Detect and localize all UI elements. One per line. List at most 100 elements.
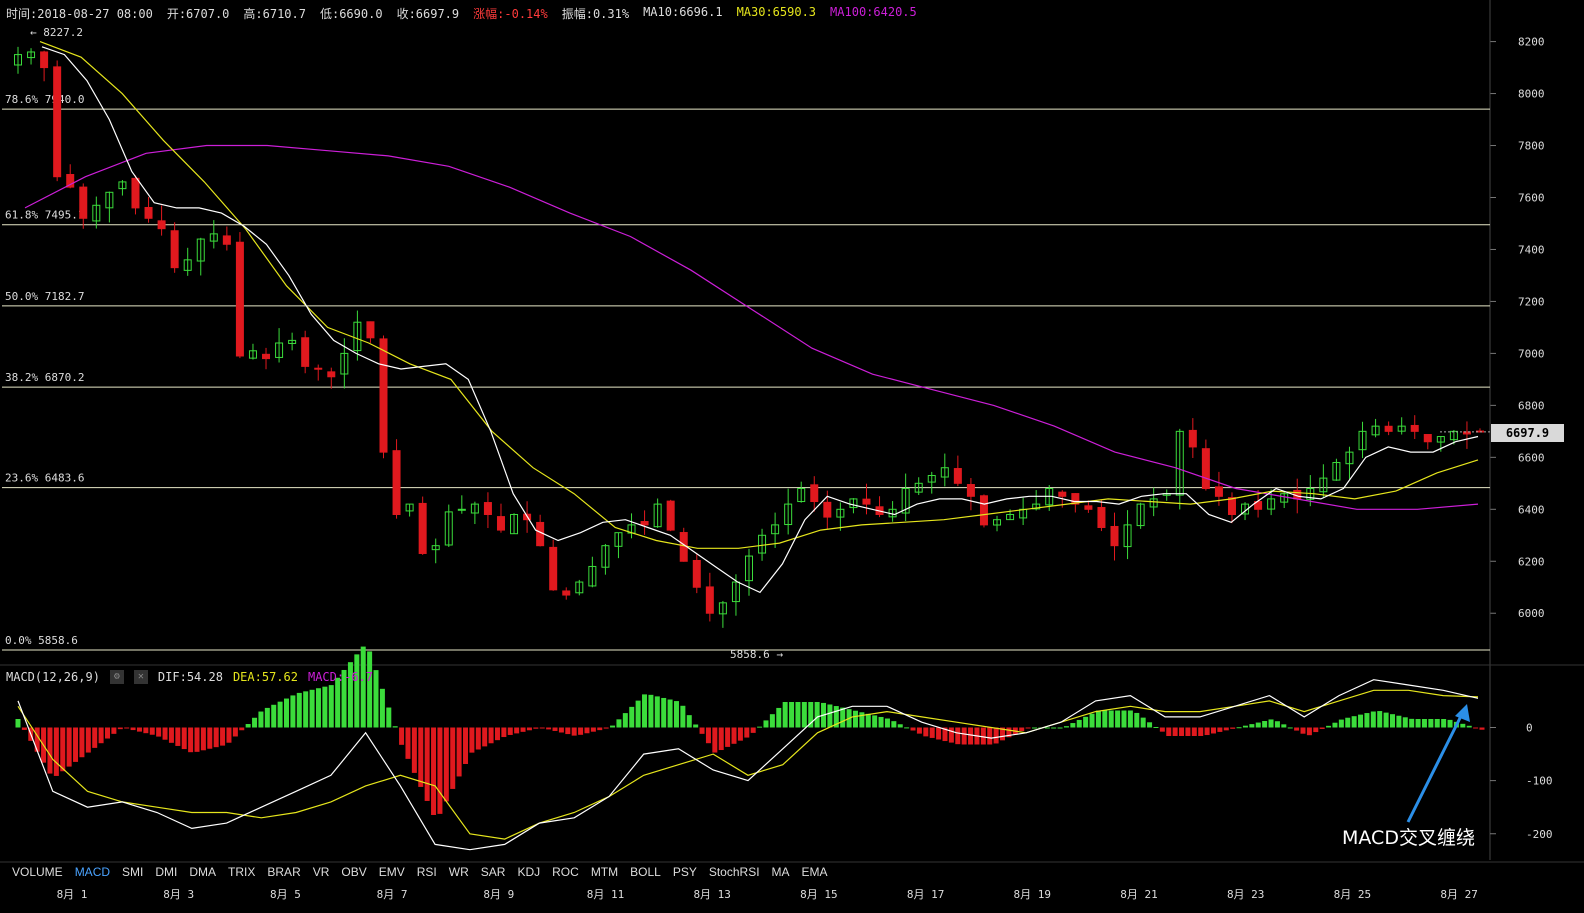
tab-kdj[interactable]: KDJ [517, 865, 541, 879]
macd-histogram-bar [1147, 722, 1153, 728]
macd-histogram-bar [1428, 719, 1434, 728]
tab-ema[interactable]: EMA [801, 865, 828, 879]
macd-histogram-bar [558, 727, 564, 733]
tab-vr[interactable]: VR [312, 865, 330, 879]
macd-histogram-bar [597, 727, 603, 731]
candle-body [405, 503, 414, 512]
candle-body [157, 220, 166, 230]
macd-histogram-bar [335, 677, 341, 728]
tab-sar[interactable]: SAR [480, 865, 506, 879]
tab-macd[interactable]: MACD [74, 865, 111, 879]
macd-histogram-bar [852, 710, 858, 728]
macd-histogram-bar [622, 713, 628, 728]
macd-histogram-bar [1409, 718, 1415, 728]
macd-histogram-bar [220, 727, 226, 746]
macd-histogram-bar [1172, 727, 1178, 736]
fib-label: 0.0% 5858.6 [5, 634, 78, 647]
tab-stochrsi[interactable]: StochRSI [708, 865, 760, 879]
macd-histogram-bar [418, 727, 424, 787]
macd-histogram-bar [808, 702, 814, 728]
macd-histogram-bar [552, 727, 558, 731]
price-axis-label: 7600 [1518, 191, 1545, 204]
fib-label: 50.0% 7182.7 [5, 290, 84, 303]
candle-body [562, 590, 571, 596]
macd-histogram-bar [1300, 727, 1306, 734]
tab-ma[interactable]: MA [771, 865, 790, 879]
x-axis-label: 8月 23 [1226, 888, 1265, 901]
macd-histogram-bar [526, 727, 532, 731]
macd-histogram-bar [1210, 727, 1216, 734]
macd-header: MACD(12,26,9) ⚙ ✕ DIF:54.28 DEA:57.62 MA… [6, 670, 373, 684]
tab-dma[interactable]: DMA [189, 865, 217, 879]
indicator-tabs: VOLUME MACD SMI DMI DMA TRIX BRAR VR OBV EMV RSI WR… [6, 865, 834, 879]
gear-icon[interactable]: ⚙ [109, 670, 124, 684]
macd-histogram-bar [399, 727, 405, 745]
macd-histogram-bar [181, 727, 187, 750]
macd-histogram-bar [245, 724, 251, 728]
tab-mtm[interactable]: MTM [590, 865, 619, 879]
candle-body [575, 581, 584, 594]
candle-body [1371, 425, 1380, 436]
header-ma100: MA100:6420.5 [830, 5, 917, 19]
macd-histogram-bar [1019, 727, 1025, 731]
candle-body [1410, 424, 1419, 432]
close-icon[interactable]: ✕ [133, 670, 148, 684]
candle-body [927, 475, 936, 483]
macd-histogram-bar [1358, 714, 1364, 728]
macd-histogram-bar [79, 727, 85, 758]
tab-trix[interactable]: TRIX [228, 865, 256, 879]
tab-emv[interactable]: EMV [378, 865, 405, 879]
macd-histogram-bar [744, 727, 750, 738]
macd-histogram-bar [929, 727, 935, 738]
macd-histogram-bar [1198, 727, 1204, 736]
header-high: 高:6710.7 [243, 7, 306, 21]
macd-histogram-bar [175, 727, 181, 746]
macd-histogram-bar [654, 696, 660, 728]
macd-histogram-bar [891, 721, 897, 728]
macd-histogram-bar [648, 694, 654, 728]
macd-histogram-bar [111, 727, 117, 734]
macd-histogram-bar [923, 727, 929, 737]
tab-psy[interactable]: PSY [672, 865, 697, 879]
macd-histogram-bar [136, 727, 142, 732]
tab-smi[interactable]: SMI [122, 865, 144, 879]
macd-histogram-bar [520, 727, 526, 732]
tab-volume[interactable]: VOLUME [12, 865, 63, 879]
macd-histogram-bar [1306, 727, 1312, 736]
macd-histogram-bar [942, 727, 948, 742]
price-axis-label: 7000 [1518, 347, 1545, 360]
macd-histogram-bar [290, 695, 296, 728]
macd-histogram-bar [603, 727, 609, 729]
macd-histogram-bar [616, 719, 622, 728]
macd-histogram-bar [578, 727, 584, 735]
candle-body [470, 503, 479, 514]
tab-obv[interactable]: OBV [341, 865, 367, 879]
candle-body [262, 353, 271, 360]
macd-histogram-bar [782, 702, 788, 728]
macd-histogram-bar [303, 691, 309, 728]
candle-body [1267, 498, 1276, 510]
macd-histogram-bar [469, 727, 475, 753]
macd-dea: DEA:57.62 [232, 670, 298, 684]
tab-wr[interactable]: WR [448, 865, 469, 879]
macd-histogram-bar [859, 712, 865, 728]
tab-boll[interactable]: BOLL [630, 865, 661, 879]
tab-brar[interactable]: BRAR [267, 865, 301, 879]
tab-roc[interactable]: ROC [552, 865, 579, 879]
macd-histogram-bar [584, 727, 590, 734]
macd-histogram-bar [1460, 723, 1466, 728]
macd-axis-label: -200 [1526, 828, 1553, 841]
tab-rsi[interactable]: RSI [416, 865, 437, 879]
macd-histogram-bar [360, 646, 366, 728]
macd-histogram-bar [1006, 727, 1012, 738]
tab-dmi[interactable]: DMI [155, 865, 178, 879]
candle-body [79, 186, 88, 219]
macd-histogram-bar [693, 724, 699, 728]
macd-histogram-bar [980, 727, 986, 745]
macd-histogram-bar [437, 727, 443, 814]
macd-histogram-bar [884, 718, 890, 728]
macd-histogram-bar [667, 699, 673, 728]
macd-histogram-bar [936, 727, 942, 740]
macd-histogram-bar [475, 727, 481, 750]
